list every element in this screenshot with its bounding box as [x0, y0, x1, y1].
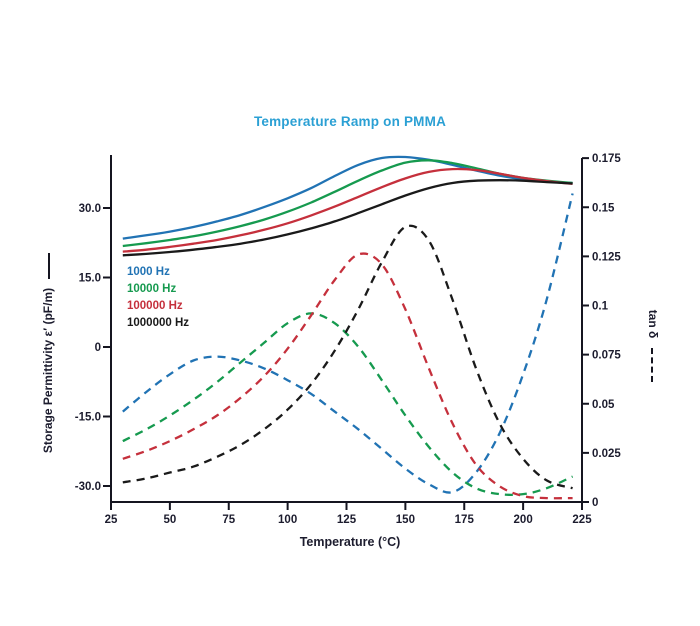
x-axis-tick-label: 50 — [163, 514, 176, 526]
y-axis-left-label: Storage Permittivity ε′ (pF/m) — [41, 188, 59, 518]
left-axis-tick-label: 15.0 — [79, 273, 101, 285]
solid-line-indicator — [47, 252, 50, 279]
right-axis-tick-label: 0.05 — [592, 399, 615, 411]
x-axis-tick-label: 75 — [222, 514, 235, 526]
right-axis-tick-label: 0.1 — [592, 301, 609, 313]
legend-item-1000000hz: 1000000 Hz — [127, 317, 190, 329]
chart-title: Temperature Ramp on PMMA — [253, 114, 447, 129]
legend-item-1000hz: 1000 Hz — [127, 266, 170, 278]
storage-permittivity-curve-1000000hz — [122, 179, 573, 257]
x-axis-tick-label: 25 — [105, 514, 118, 526]
x-axis-tick-label: 100 — [278, 514, 297, 526]
x-axis-tick-label: 175 — [455, 514, 475, 526]
x-axis-label: Temperature (°C) — [299, 535, 401, 549]
right-axis-tick-label: 0.175 — [592, 153, 621, 165]
left-axis-tick-label: 30.0 — [79, 203, 101, 215]
left-axis-tick-label: -15.0 — [75, 411, 101, 423]
legend-item-100000hz: 100000 Hz — [127, 300, 183, 312]
tan-delta-curve-1000000hz — [122, 224, 573, 490]
left-axis-tick-label: 0 — [95, 342, 101, 354]
y-axis-right-label-text: tan δ — [646, 309, 660, 339]
y-axis-right-label: tan δ — [642, 281, 660, 411]
y-axis-left-label-text: Storage Permittivity ε′ (pF/m) — [41, 287, 55, 454]
storage-permittivity-curve-1000hz — [122, 155, 573, 240]
x-axis-tick-label: 125 — [337, 514, 357, 526]
right-axis-tick-label: 0.15 — [592, 202, 615, 214]
storage-permittivity-curve-100000hz — [122, 167, 573, 253]
right-axis-tick-label: 0.025 — [592, 448, 621, 460]
x-axis-tick-label: 150 — [396, 514, 415, 526]
storage-permittivity-curve-10000hz — [122, 159, 573, 248]
legend-item-10000hz: 10000 Hz — [127, 283, 177, 295]
right-axis-tick-label: 0.125 — [592, 251, 621, 263]
tan-delta-curve-1000hz — [122, 193, 574, 494]
right-axis-tick-label: 0.075 — [592, 350, 621, 362]
dashed-line-indicator — [651, 348, 654, 383]
tan-delta-curve-100000hz — [122, 252, 573, 500]
right-axis-tick-label: 0 — [592, 497, 598, 509]
frequency-legend: 1000 Hz 10000 Hz 100000 Hz 1000000 Hz — [127, 264, 189, 332]
tan-delta-curve-10000hz — [122, 312, 574, 496]
x-axis-tick-label: 200 — [514, 514, 533, 526]
left-axis-tick-label: -30.0 — [75, 481, 101, 493]
x-axis-tick-label: 225 — [572, 514, 592, 526]
